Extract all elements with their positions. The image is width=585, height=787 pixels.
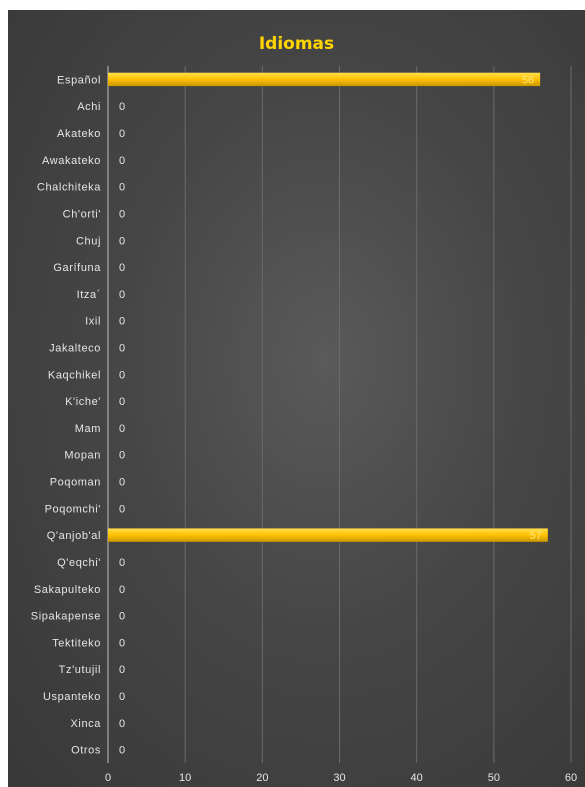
category-label: Tz'utujil <box>59 664 101 676</box>
data-label: 0 <box>119 289 125 301</box>
category-label: Q'anjob'al <box>47 530 101 542</box>
x-tick-label: 40 <box>411 772 423 784</box>
category-label: Garífuna <box>53 262 101 274</box>
data-label: 0 <box>119 396 125 408</box>
data-label: 0 <box>119 369 125 381</box>
data-label: 0 <box>119 718 125 730</box>
data-label: 0 <box>119 450 125 462</box>
data-label: 0 <box>119 664 125 676</box>
chart-title: Idiomas <box>258 34 335 54</box>
x-tick-label: 50 <box>488 772 500 784</box>
category-label: Jakalteco <box>49 342 101 354</box>
category-label: Poqomchi' <box>45 503 101 515</box>
data-label: 0 <box>119 637 125 649</box>
category-label: Uspanteko <box>43 691 101 703</box>
data-label: 0 <box>119 155 125 167</box>
data-label: 0 <box>119 423 125 435</box>
category-label: Awakateko <box>42 155 101 167</box>
data-label: 0 <box>119 503 125 515</box>
bar-chart: 0 10 20 30 40 50 60 Español 56 Achi 0 Akateko 0 Awaka… <box>31 66 577 784</box>
data-label: 0 <box>119 557 125 569</box>
category-label: Chalchiteka <box>37 182 101 194</box>
data-label: 0 <box>119 584 125 596</box>
category-label: Tektiteko <box>52 637 101 649</box>
chart-area: Idiomas 0 10 20 30 40 50 60 Español 56 Achi 0 Akate… <box>8 10 585 787</box>
data-label: 0 <box>119 691 125 703</box>
category-label: K'iche' <box>65 396 101 408</box>
data-label: 0 <box>119 745 125 757</box>
data-label: 0 <box>119 208 125 220</box>
category-label: Kaqchikel <box>48 369 101 381</box>
category-label: Mam <box>75 423 101 435</box>
bar <box>108 528 548 542</box>
category-label: Itza´ <box>77 289 101 301</box>
data-label: 0 <box>119 611 125 623</box>
x-tick-label: 30 <box>333 772 345 784</box>
category-label: Xinca <box>70 718 101 730</box>
data-label: 0 <box>119 477 125 489</box>
category-label: Sipakapense <box>31 611 101 623</box>
data-label: 0 <box>119 342 125 354</box>
x-tick-label: 10 <box>179 772 191 784</box>
category-label: Chuj <box>76 235 101 247</box>
category-label: Akateko <box>57 128 101 140</box>
bar <box>108 72 541 87</box>
data-label: 57 <box>530 530 542 542</box>
data-label: 0 <box>119 101 125 113</box>
x-tick-label: 20 <box>256 772 268 784</box>
data-label: 0 <box>119 182 125 194</box>
data-label: 0 <box>119 235 125 247</box>
category-label: Otros <box>71 745 101 757</box>
data-label: 0 <box>119 316 125 328</box>
data-label: 0 <box>119 128 125 140</box>
x-tick-label: 60 <box>565 772 577 784</box>
category-label: Achi <box>77 101 101 113</box>
category-label: Sakapulteko <box>34 584 101 596</box>
x-tick-label: 0 <box>105 772 111 784</box>
category-label: Ch'orti' <box>63 208 101 220</box>
category-label: Poqoman <box>50 477 101 489</box>
category-label: Ixil <box>85 316 101 328</box>
data-label: 0 <box>119 262 125 274</box>
category-label: Mopan <box>64 450 101 462</box>
category-label: Español <box>57 74 101 86</box>
data-label: 56 <box>522 74 534 86</box>
category-label: Q'eqchi' <box>57 557 101 569</box>
